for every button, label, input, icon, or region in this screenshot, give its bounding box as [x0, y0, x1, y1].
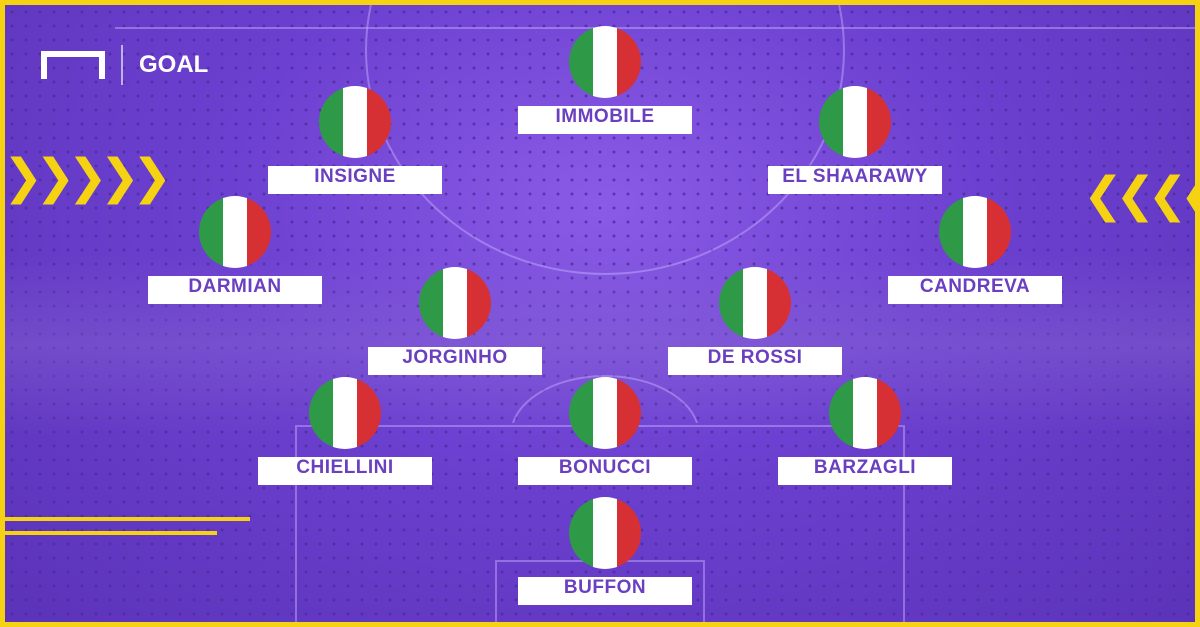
- player-chiellini: CHIELLINI: [258, 377, 432, 485]
- italy-flag-icon: [199, 196, 271, 268]
- player-name: CANDREVA: [888, 276, 1062, 304]
- italy-flag-icon: [719, 267, 791, 339]
- player-barzagli: BARZAGLI: [778, 377, 952, 485]
- player-name: BUFFON: [518, 577, 692, 605]
- player-name: BONUCCI: [518, 457, 692, 485]
- italy-flag-icon: [569, 26, 641, 98]
- player-candreva: CANDREVA: [888, 196, 1062, 304]
- chevrons-left-icon: ❮❮❮❮❮: [1083, 167, 1195, 223]
- player-name: CHIELLINI: [258, 457, 432, 485]
- player-name: BARZAGLI: [778, 457, 952, 485]
- goal-posts-icon: [41, 51, 105, 79]
- player-el-shaarawy: EL SHAARAWY: [768, 86, 942, 194]
- player-name: DE ROSSI: [668, 347, 842, 375]
- player-buffon: BUFFON: [518, 497, 692, 605]
- italy-flag-icon: [309, 377, 381, 449]
- italy-flag-icon: [829, 377, 901, 449]
- brand-name: GOAL: [139, 51, 209, 78]
- chevrons-right-icon: ❯❯❯❯❯: [3, 149, 172, 205]
- player-bonucci: BONUCCI: [518, 377, 692, 485]
- player-de-rossi: DE ROSSI: [668, 267, 842, 375]
- italy-flag-icon: [819, 86, 891, 158]
- italy-flag-icon: [939, 196, 1011, 268]
- italy-flag-icon: [319, 86, 391, 158]
- accent-bar-2: [5, 531, 217, 535]
- player-name: JORGINHO: [368, 347, 542, 375]
- player-insigne: INSIGNE: [268, 86, 442, 194]
- italy-flag-icon: [419, 267, 491, 339]
- player-jorginho: JORGINHO: [368, 267, 542, 375]
- logo-divider: [121, 45, 123, 85]
- player-immobile: IMMOBILE: [518, 26, 692, 134]
- player-name: INSIGNE: [268, 166, 442, 194]
- accent-bar-1: [5, 517, 250, 521]
- goal-logo: GOAL: [41, 45, 208, 85]
- player-name: EL SHAARAWY: [768, 166, 942, 194]
- italy-flag-icon: [569, 377, 641, 449]
- italy-flag-icon: [569, 497, 641, 569]
- player-name: IMMOBILE: [518, 106, 692, 134]
- player-darmian: DARMIAN: [148, 196, 322, 304]
- player-name: DARMIAN: [148, 276, 322, 304]
